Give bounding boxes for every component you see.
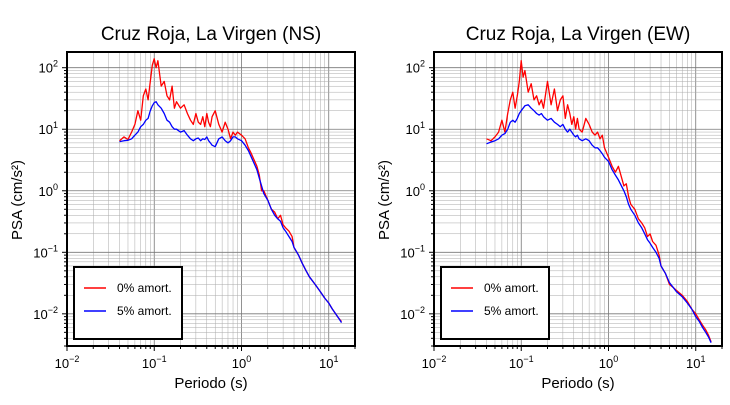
y-tick-label-base: 10 (33, 245, 47, 260)
chart-panel-ew: Cruz Roja, La Virgen (EW) Periodo (s) PS… (376, 24, 723, 392)
y-tick-label-base: 10 (406, 122, 420, 137)
plot-frame (433, 51, 723, 347)
y-tick-label-exp: −1 (415, 243, 425, 253)
y-tick-label: 10−2 (400, 305, 425, 322)
y-tick-label-base: 10 (406, 61, 420, 76)
legend-box (440, 266, 550, 340)
series-line-1 (119, 101, 343, 323)
x-tick-label-exp: −2 (69, 354, 79, 364)
y-tick-label-exp: 2 (420, 59, 425, 69)
y-tick-label-base: 10 (400, 307, 414, 322)
y-tick-label: 101 (406, 120, 425, 137)
x-tick-label-base: 10 (319, 356, 333, 371)
chart-title: Cruz Roja, La Virgen (EW) (466, 24, 691, 45)
y-tick-label-exp: 1 (420, 120, 425, 130)
x-tick-label: 10−1 (142, 354, 167, 371)
y-axis-label: PSA (cm/s²) (9, 160, 26, 240)
legend-label-0: 0% amort. (117, 281, 172, 295)
x-tick-label: 100 (232, 354, 251, 371)
series-lines (486, 60, 712, 343)
x-tick-label-base: 10 (422, 356, 436, 371)
series-line-1 (486, 104, 712, 343)
y-tick-label-base: 10 (39, 122, 53, 137)
y-tick-label-exp: −2 (415, 305, 425, 315)
y-tick-label-base: 10 (39, 184, 53, 199)
y-tick-label-base: 10 (39, 61, 53, 76)
x-tick-label-exp: −1 (156, 354, 166, 364)
y-tick-label: 102 (406, 59, 425, 76)
legend: 0% amort. 5% amort. (440, 266, 550, 340)
x-tick-label-exp: 0 (613, 354, 618, 364)
x-axis-label: Periodo (s) (541, 375, 614, 392)
legend-label-1: 5% amort. (117, 304, 172, 318)
y-tick-label-exp: −1 (48, 243, 58, 253)
y-tick-label-exp: 2 (53, 59, 58, 69)
legend-box (73, 266, 183, 340)
x-tick-label: 10−2 (55, 354, 80, 371)
y-tick-label: 101 (39, 120, 58, 137)
series-lines (119, 58, 343, 323)
y-tick-label: 102 (39, 59, 58, 76)
y-tick-label-exp: −2 (48, 305, 58, 315)
y-tick-label: 10−2 (33, 305, 58, 322)
plot-frame (66, 51, 356, 347)
x-tick-label-exp: 1 (700, 354, 705, 364)
x-tick-label-exp: −1 (523, 354, 533, 364)
x-tick-label: 101 (686, 354, 705, 371)
y-tick-label-exp: 0 (53, 182, 58, 192)
y-tick-label-exp: 0 (420, 182, 425, 192)
x-tick-label-base: 10 (686, 356, 700, 371)
x-tick-label-base: 10 (599, 356, 613, 371)
legend-label-1: 5% amort. (484, 304, 539, 318)
chart-title: Cruz Roja, La Virgen (NS) (101, 24, 321, 45)
x-axis-label: Periodo (s) (174, 375, 247, 392)
legend: 0% amort. 5% amort. (73, 266, 183, 340)
x-tick-label: 100 (599, 354, 618, 371)
y-tick-label: 100 (406, 182, 425, 199)
y-tick-label-exp: 1 (53, 120, 58, 130)
y-tick-label: 10−1 (400, 243, 425, 260)
y-tick-label-base: 10 (406, 184, 420, 199)
x-tick-label: 101 (319, 354, 338, 371)
chart-panel-ns: Cruz Roja, La Virgen (NS) Periodo (s) PS… (9, 24, 356, 392)
x-tick-label-base: 10 (509, 356, 523, 371)
x-tick-label-base: 10 (55, 356, 69, 371)
x-tick-label-base: 10 (142, 356, 156, 371)
legend-label-0: 0% amort. (484, 281, 539, 295)
x-tick-label-base: 10 (232, 356, 246, 371)
x-tick-label-exp: 0 (246, 354, 251, 364)
y-tick-label: 100 (39, 182, 58, 199)
x-tick-label: 10−1 (509, 354, 534, 371)
y-tick-label-base: 10 (400, 245, 414, 260)
y-tick-label: 10−1 (33, 243, 58, 260)
x-tick-label: 10−2 (422, 354, 447, 371)
y-tick-label-base: 10 (33, 307, 47, 322)
y-axis-label: PSA (cm/s²) (376, 160, 393, 240)
x-tick-label-exp: −2 (436, 354, 446, 364)
x-tick-label-exp: 1 (333, 354, 338, 364)
